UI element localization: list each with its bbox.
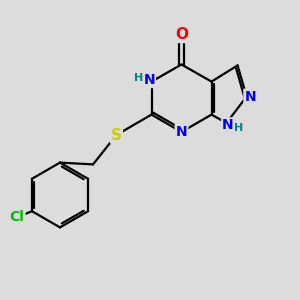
Text: H: H: [235, 123, 244, 134]
Text: S: S: [111, 128, 122, 142]
Text: N: N: [143, 73, 155, 87]
Text: N: N: [176, 125, 187, 139]
Text: O: O: [175, 27, 188, 42]
Text: H: H: [134, 73, 143, 83]
Text: N: N: [244, 90, 256, 104]
Text: N: N: [222, 118, 234, 132]
Text: Cl: Cl: [10, 210, 25, 224]
